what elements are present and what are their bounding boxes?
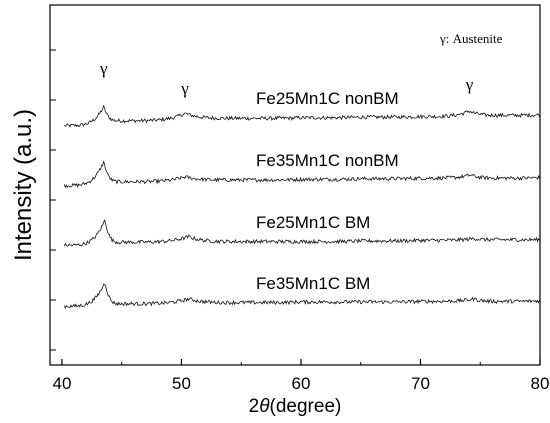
y-axis-ticks [50,49,56,351]
x-axis-title-prefix: 2 [249,396,260,417]
y-axis-title: Intensity (a.u.) [10,109,37,261]
peak-marker-2: γ [465,75,474,94]
legend-note: γ: Austenite [439,31,503,46]
x-axis-ticks: 40 50 60 70 80 [52,359,549,393]
x-tick-label-80: 80 [531,374,550,393]
series-layer: Fe25Mn1C nonBM Fe35Mn1C nonBM Fe25Mn1C BM F… [63,89,540,309]
series-label-0: Fe25Mn1C nonBM [256,89,399,108]
series-label-1: Fe35Mn1C nonBM [256,151,399,170]
series-label-2: Fe25Mn1C BM [256,213,370,232]
x-axis-title: 2θ(degree) [249,396,342,417]
series-line-1 [63,160,540,189]
x-tick-label-60: 60 [292,374,311,393]
x-tick-label-70: 70 [411,374,430,393]
plot-frame [49,4,541,366]
series-line-3 [63,283,540,309]
x-tick-label-40: 40 [52,374,71,393]
peak-markers: γ γ γ [99,59,474,98]
series-label-3: Fe35Mn1C BM [256,274,370,293]
x-tick-label-50: 50 [172,374,191,393]
series-line-2 [63,219,540,247]
peak-marker-0: γ [99,59,108,78]
series-line-0 [64,104,540,128]
x-axis-title-suffix: (degree) [270,396,342,417]
x-axis-title-theta: θ [259,396,270,417]
peak-marker-1: γ [180,79,189,98]
